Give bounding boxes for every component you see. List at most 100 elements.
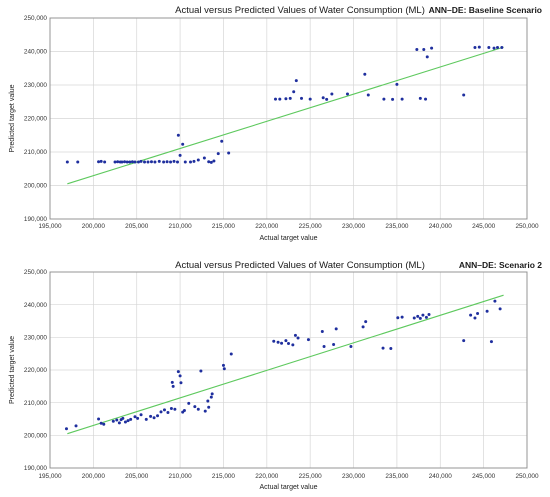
y-tick-label: 200,000 [24,183,48,190]
data-point [330,92,334,96]
data-point [165,160,169,164]
data-point [123,160,127,164]
data-point [117,421,121,425]
data-point [498,307,502,311]
data-point [424,97,428,101]
data-point [325,97,329,101]
data-point [391,97,395,101]
data-point [308,97,312,101]
data-point [123,420,127,424]
data-point [202,156,206,160]
data-point [332,343,336,347]
data-point [361,325,365,329]
data-point [199,369,203,373]
y-tick-label: 190,000 [24,216,48,223]
data-point [500,45,504,49]
data-point [430,46,434,50]
data-point [126,419,130,423]
data-point [487,45,491,49]
data-point [493,299,497,303]
data-point [99,159,103,163]
data-point [144,417,148,421]
x-tick-label: 230,000 [342,473,366,480]
x-tick-label: 240,000 [429,223,453,230]
data-point [65,160,69,164]
data-point [284,97,288,101]
data-point [412,316,416,320]
x-tick-label: 200,000 [82,473,106,480]
data-point [139,159,143,163]
data-point [209,395,213,399]
data-point [227,151,231,155]
x-tick-label: 210,000 [169,223,193,230]
data-point [111,419,115,423]
plot-border [49,17,528,220]
data-point [159,410,163,414]
data-point [418,96,422,100]
data-point [306,338,310,342]
data-point [136,160,140,164]
x-tick-label: 230,000 [342,223,366,230]
x-tick-label: 195,000 [38,473,62,480]
x-tick-label: 250,000 [515,223,539,230]
data-point [116,160,120,164]
data-point [212,159,216,163]
x-tick-label: 195,000 [38,223,62,230]
y-tick-label: 220,000 [24,367,48,374]
data-point [74,424,78,428]
x-tick-label: 205,000 [125,223,149,230]
data-point [157,159,161,163]
data-point [162,160,166,164]
data-point [181,142,185,146]
x-tick-label: 250,000 [515,473,539,480]
data-point [287,342,290,346]
y-tick-label: 210,000 [24,149,48,156]
data-point [64,427,68,431]
chart-panel-2: 195,000 200,000 205,000 210,000 215,000 220,0… [9,260,542,491]
data-point [203,409,207,413]
x-axis-label: Actual target value [260,235,318,242]
data-point [156,414,160,418]
data-point [469,313,473,317]
data-point [178,153,182,157]
data-point [364,320,368,324]
data-point [187,401,191,405]
y-axis-label: Predicted target value [9,84,16,152]
data-point [222,367,226,371]
data-point [220,139,224,143]
chart-subtitle: ANN–DE: Scenario 2 [459,260,542,270]
data-point [120,160,124,164]
y-tick-label: 220,000 [24,116,48,123]
x-tick-label: 235,000 [385,223,409,230]
x-tick-label: 205,000 [125,473,149,480]
data-point [296,336,300,340]
data-point [207,160,211,164]
data-point [178,374,182,378]
data-point [97,160,101,164]
data-point [396,316,400,320]
data-point [477,45,481,49]
y-tick-label: 240,000 [24,302,48,309]
data-point [136,416,140,420]
data-point [99,421,103,425]
data-point [133,415,137,419]
data-point [300,96,304,100]
data-point [496,45,500,49]
data-point [278,97,282,101]
data-point [139,413,143,417]
data-point [97,417,101,421]
data-point [210,392,214,396]
data-point [183,160,187,164]
data-point [322,344,326,348]
data-point [76,160,80,164]
y-tick-label: 250,000 [24,269,48,276]
data-point [152,416,156,420]
data-point [395,82,399,86]
x-tick-label: 210,000 [169,473,193,480]
data-point [280,341,284,345]
data-point [162,408,166,412]
data-point [153,160,157,164]
x-tick-label: 220,000 [255,473,279,480]
data-point [192,159,196,163]
